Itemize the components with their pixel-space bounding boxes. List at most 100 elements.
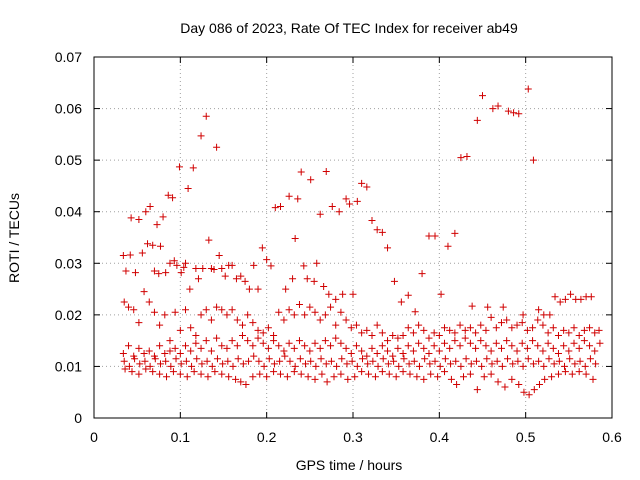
data-point <box>290 311 298 319</box>
data-point <box>190 368 198 376</box>
data-point <box>447 375 455 383</box>
data-point <box>384 337 392 345</box>
data-point <box>368 331 376 339</box>
data-point <box>373 321 381 329</box>
data-point <box>335 208 343 216</box>
data-point <box>540 311 548 319</box>
data-point <box>169 368 177 376</box>
data-point <box>530 386 538 394</box>
data-point <box>549 324 557 332</box>
data-point <box>378 368 386 376</box>
data-point <box>173 261 181 269</box>
data-point <box>508 342 516 350</box>
data-point <box>177 269 185 277</box>
data-point <box>400 355 408 363</box>
data-point <box>425 350 433 358</box>
data-point <box>213 355 221 363</box>
data-point <box>122 267 130 275</box>
data-point <box>310 277 318 285</box>
data-point <box>358 355 366 363</box>
data-point <box>560 342 568 350</box>
data-point <box>275 308 283 316</box>
data-point <box>186 285 194 293</box>
data-point <box>318 370 326 378</box>
data-point <box>466 370 474 378</box>
data-point <box>141 357 149 365</box>
data-point <box>378 228 386 236</box>
data-point <box>237 378 245 386</box>
data-point <box>369 357 377 365</box>
data-point <box>126 251 134 259</box>
data-point <box>244 311 252 319</box>
data-point <box>409 347 417 355</box>
data-point <box>263 256 271 264</box>
data-point <box>283 373 291 381</box>
x-tick-label: 0.2 <box>257 429 277 445</box>
data-point <box>302 360 310 368</box>
data-point <box>312 362 320 370</box>
data-point <box>205 236 213 244</box>
data-point <box>420 344 428 352</box>
data-point <box>344 375 352 383</box>
data-point <box>197 132 205 140</box>
data-point <box>323 378 331 386</box>
data-point <box>592 360 600 368</box>
data-point <box>570 339 578 347</box>
x-tick-label: 0.3 <box>343 429 363 445</box>
data-point <box>307 176 315 184</box>
data-point <box>497 344 505 352</box>
data-point <box>561 368 569 376</box>
data-point <box>207 347 215 355</box>
data-point <box>342 344 350 352</box>
data-point <box>473 116 481 124</box>
data-point <box>503 316 511 324</box>
data-point <box>571 360 579 368</box>
data-point <box>554 350 562 358</box>
data-point <box>434 373 442 381</box>
data-point <box>150 267 158 275</box>
data-point <box>591 347 599 355</box>
data-point <box>182 259 190 267</box>
data-point <box>171 308 179 316</box>
data-point <box>182 342 190 350</box>
data-point <box>446 344 454 352</box>
data-point <box>510 109 518 117</box>
data-point <box>431 232 439 240</box>
data-point <box>202 112 210 120</box>
data-point <box>322 167 330 175</box>
data-point <box>270 368 278 376</box>
data-point <box>534 342 542 350</box>
data-point <box>297 370 305 378</box>
data-point <box>487 313 495 321</box>
data-point <box>363 326 371 334</box>
data-point <box>565 347 573 355</box>
data-point <box>145 298 153 306</box>
data-point <box>529 337 537 345</box>
data-point <box>545 355 553 363</box>
data-point <box>327 357 335 365</box>
data-point <box>556 298 564 306</box>
data-point <box>352 321 360 329</box>
data-point <box>529 360 537 368</box>
data-point <box>425 232 433 240</box>
data-point <box>389 331 397 339</box>
data-point <box>431 357 439 365</box>
data-point <box>254 326 262 334</box>
data-point <box>477 337 485 345</box>
data-point <box>364 360 372 368</box>
data-point <box>232 375 240 383</box>
data-point <box>311 308 319 316</box>
data-point <box>136 360 144 368</box>
data-point <box>570 324 578 332</box>
data-point <box>368 344 376 352</box>
data-point <box>300 262 308 270</box>
data-point <box>447 360 455 368</box>
data-point <box>156 370 164 378</box>
data-point <box>524 355 532 363</box>
data-point <box>311 339 319 347</box>
data-point <box>342 316 350 324</box>
data-point <box>363 352 371 360</box>
data-point <box>198 360 206 368</box>
data-point <box>409 329 417 337</box>
data-point <box>237 272 245 280</box>
